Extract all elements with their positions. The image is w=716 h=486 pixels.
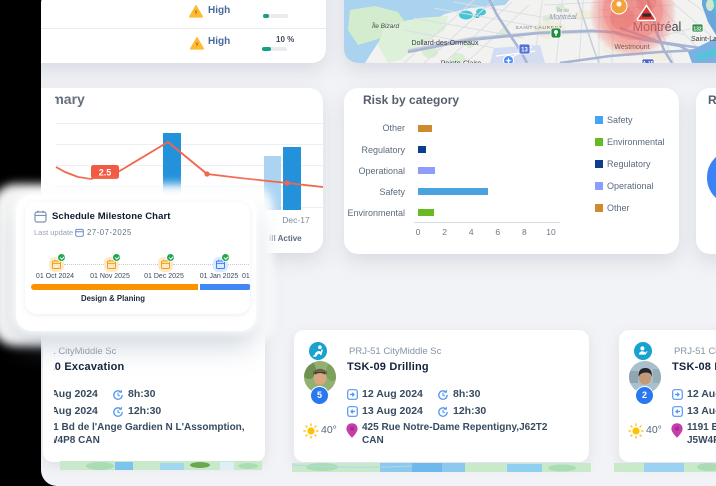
svg-text:Dollard-des-Ormeaux: Dollard-des-Ormeaux [412, 40, 479, 47]
svg-text:Montréal: Montréal [549, 14, 577, 21]
svg-text:Saint-Lamb: Saint-Lamb [691, 36, 716, 43]
svg-text:13: 13 [521, 48, 528, 54]
svg-text:Île de: Île de [557, 7, 569, 14]
svg-text:Île Bizard: Île Bizard [372, 21, 399, 30]
svg-text:SAINT-LAURENT: SAINT-LAURENT [516, 25, 563, 31]
svg-text:A-15: A-15 [643, 61, 654, 63]
svg-text:2.5: 2.5 [99, 168, 112, 178]
svg-text:Pointe-Claire: Pointe-Claire [441, 61, 482, 64]
svg-text:132: 132 [693, 26, 702, 32]
